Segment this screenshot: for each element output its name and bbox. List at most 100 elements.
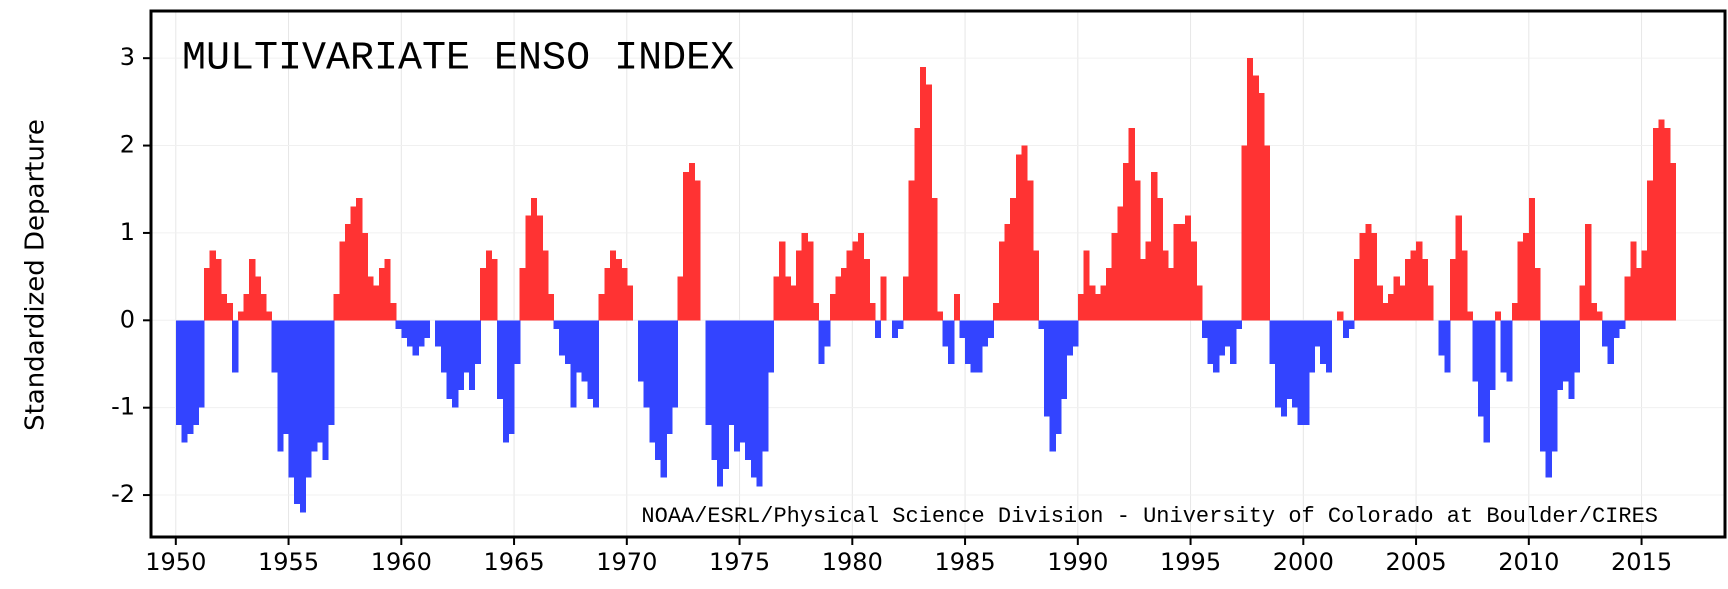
bar xyxy=(491,259,498,321)
bar xyxy=(1151,171,1158,321)
bar xyxy=(1094,294,1101,321)
bar xyxy=(1641,250,1648,321)
bar xyxy=(1444,320,1451,373)
x-tick-label: 2015 xyxy=(1611,548,1672,576)
bar xyxy=(1540,320,1547,452)
bar xyxy=(1647,180,1654,321)
bar xyxy=(440,320,448,373)
bar xyxy=(1630,241,1637,321)
bar xyxy=(1359,232,1366,321)
bar xyxy=(1652,128,1660,321)
bar xyxy=(1607,320,1614,364)
bar xyxy=(1382,302,1389,321)
bar xyxy=(1184,215,1192,321)
x-tick-label: 1985 xyxy=(935,548,996,576)
bar xyxy=(1455,215,1462,321)
bar xyxy=(508,320,515,434)
bar xyxy=(908,180,915,321)
bar xyxy=(1128,128,1135,321)
credit: NOAA/ESRL/Physical Science Division - Un… xyxy=(641,504,1658,529)
bar xyxy=(688,163,696,321)
bar xyxy=(1072,320,1079,347)
bar xyxy=(1478,320,1485,417)
bar xyxy=(869,302,876,321)
bar xyxy=(592,320,600,408)
bar xyxy=(367,276,374,321)
bar xyxy=(260,294,267,321)
bar xyxy=(1269,320,1276,364)
bar xyxy=(609,250,617,321)
bar xyxy=(1010,197,1017,321)
bar xyxy=(1207,320,1214,364)
bar xyxy=(705,320,712,426)
bar xyxy=(553,320,560,330)
bar xyxy=(1280,320,1287,417)
bar xyxy=(468,320,476,391)
bar xyxy=(666,320,673,434)
bar xyxy=(1201,320,1209,338)
bar xyxy=(294,320,301,504)
bar xyxy=(1416,241,1423,321)
bar xyxy=(773,276,780,321)
bar xyxy=(1213,320,1220,373)
bar xyxy=(931,197,938,321)
bar xyxy=(1066,320,1073,356)
bar xyxy=(660,320,667,478)
bar xyxy=(1297,320,1304,426)
bar xyxy=(1500,320,1507,373)
bar xyxy=(203,267,211,321)
bar xyxy=(1399,285,1406,321)
bar xyxy=(1077,294,1085,321)
bar xyxy=(282,320,290,434)
bar xyxy=(1370,232,1378,321)
bar xyxy=(1669,163,1676,321)
bar xyxy=(1100,285,1107,321)
bar xyxy=(1235,320,1242,330)
bar xyxy=(1506,320,1513,382)
bar xyxy=(795,250,803,321)
bar xyxy=(829,294,836,321)
bar xyxy=(1494,311,1502,321)
y-axis-label: Standardized Departure xyxy=(21,119,51,431)
bar xyxy=(891,320,899,338)
bar xyxy=(1421,259,1428,321)
bar xyxy=(412,320,419,356)
bar xyxy=(418,320,425,347)
bar xyxy=(1156,197,1163,321)
bar xyxy=(1590,302,1598,321)
bar xyxy=(863,259,870,321)
bar xyxy=(1393,276,1400,321)
bar xyxy=(762,320,769,452)
bar xyxy=(485,250,493,321)
bar xyxy=(1314,320,1321,347)
bar xyxy=(1224,320,1231,347)
bar xyxy=(1449,259,1457,321)
bar xyxy=(1027,180,1034,321)
y-tick-label: -2 xyxy=(111,480,135,508)
bar xyxy=(919,66,927,321)
plot-area xyxy=(151,11,1725,537)
x-tick-label: 1955 xyxy=(258,548,319,576)
bar xyxy=(1596,311,1603,321)
bar xyxy=(598,294,605,321)
bar xyxy=(790,285,797,321)
x-tick-label: 1960 xyxy=(371,548,432,576)
bar xyxy=(1551,320,1558,452)
bar xyxy=(857,232,865,321)
bar xyxy=(1624,276,1631,321)
bar xyxy=(1557,320,1564,391)
y-tick-label: 0 xyxy=(120,305,135,333)
x-tick-label: 1995 xyxy=(1160,548,1221,576)
bar xyxy=(756,320,763,487)
y-tick-label: 3 xyxy=(120,43,135,71)
bar xyxy=(316,320,323,443)
bar xyxy=(1173,224,1180,321)
bar xyxy=(1145,241,1152,321)
x-tick-label: 1950 xyxy=(145,548,206,576)
bar xyxy=(1387,294,1395,321)
bar xyxy=(1286,320,1293,399)
bar xyxy=(1585,224,1592,321)
bar xyxy=(480,267,487,321)
bar xyxy=(767,320,774,373)
bar xyxy=(1573,320,1581,373)
